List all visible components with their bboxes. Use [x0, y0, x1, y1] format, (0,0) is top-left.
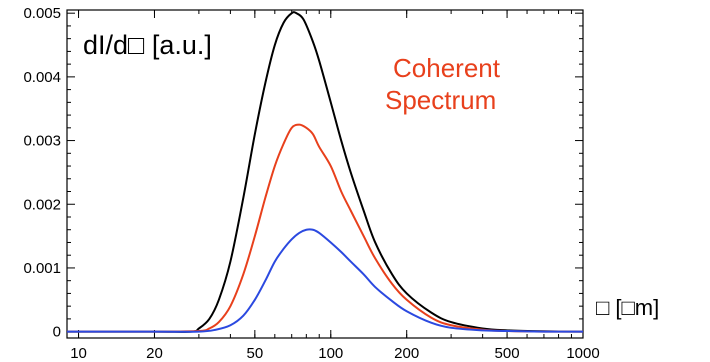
x-tick-label: 500: [495, 345, 520, 362]
series-line-1: [66, 11, 584, 333]
y-axis-label: dI/d□ [a.u.]: [83, 30, 212, 60]
axis-ticks: 10 20 50 100 200 500 1000 0 0.001 0.002 0.003 0.004…: [23, 5, 599, 362]
y-tick-label: 0.002: [23, 196, 61, 213]
x-tick-label: 200: [394, 345, 419, 362]
x-tick-label: 20: [146, 345, 163, 362]
x-axis-label: □ [□m]: [596, 295, 659, 320]
x-tick-label: 100: [318, 345, 343, 362]
x-tick-label: 1000: [566, 345, 599, 362]
y-tick-label: 0.003: [23, 133, 61, 150]
plot-frame: [66, 9, 584, 339]
annotation-line-1: Coherent: [393, 53, 501, 83]
y-tick-label: 0.004: [23, 69, 61, 86]
y-tick-label: 0.005: [23, 5, 61, 22]
series-group: [66, 11, 584, 333]
annotation-line-2: Spectrum: [385, 85, 496, 115]
series-line-2: [66, 123, 584, 333]
x-tick-label: 50: [246, 345, 263, 362]
series-line-3: [66, 228, 584, 333]
y-tick-label: 0.001: [23, 260, 61, 277]
y-tick-label: 0: [53, 324, 61, 341]
x-tick-label: 10: [70, 345, 87, 362]
